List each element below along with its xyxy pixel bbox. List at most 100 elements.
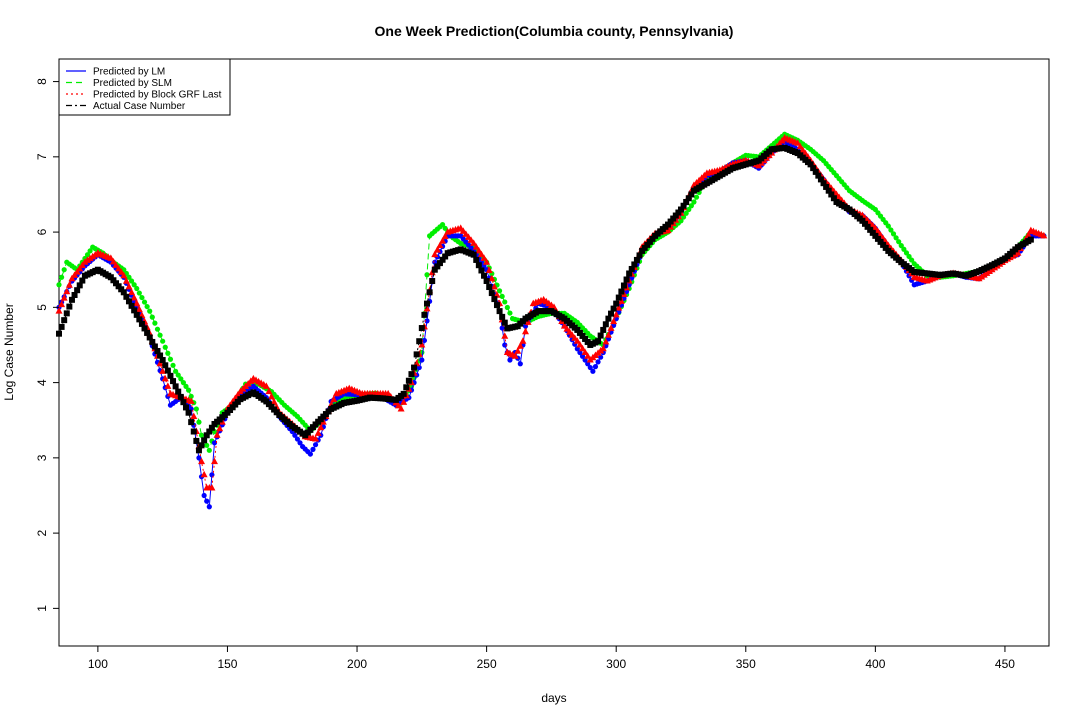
data-point: [133, 311, 140, 318]
data-point: [68, 274, 76, 282]
data-point: [496, 288, 503, 294]
data-point: [206, 447, 212, 453]
data-point: [573, 337, 581, 344]
data-point: [519, 337, 527, 344]
data-point: [110, 277, 117, 284]
data-point: [167, 372, 174, 379]
data-point: [144, 329, 151, 336]
data-point: [128, 302, 135, 309]
data-point: [615, 304, 623, 311]
data-point: [265, 387, 273, 395]
data-point: [418, 340, 426, 348]
data-point: [185, 409, 192, 416]
data-point: [893, 235, 899, 241]
data-point: [903, 250, 910, 256]
data-point: [639, 247, 646, 254]
data-point: [421, 337, 428, 344]
data-point: [216, 424, 224, 432]
y-axis: 1 2 3 4 5 6 7 8: [35, 78, 59, 612]
data-point: [801, 149, 809, 157]
data-point: [882, 244, 889, 251]
data-point: [670, 215, 677, 222]
data-point: [617, 297, 625, 304]
data-point: [115, 264, 123, 272]
data-point: [646, 238, 653, 245]
data-point: [485, 266, 493, 273]
data-point: [405, 377, 412, 384]
data-point: [141, 325, 148, 332]
legend-label: Actual Case Number: [93, 101, 186, 112]
data-point: [433, 246, 441, 253]
data-point: [597, 332, 604, 339]
data-point: [126, 274, 132, 280]
data-point: [481, 272, 488, 279]
data-point: [431, 266, 438, 273]
data-point: [138, 320, 145, 327]
series-actual-case-number: [56, 144, 1034, 454]
data-point: [201, 437, 208, 444]
data-point: [175, 388, 182, 395]
data-point: [626, 270, 633, 277]
data-point: [691, 199, 697, 205]
data-point: [799, 146, 807, 153]
x-tick-label: 150: [217, 657, 237, 671]
data-point: [582, 335, 589, 342]
data-point: [442, 225, 448, 231]
data-point: [117, 268, 125, 275]
data-point: [499, 293, 505, 299]
data-point: [172, 383, 179, 390]
data-point: [581, 348, 589, 355]
data-point: [579, 344, 587, 352]
y-tick-label: 2: [35, 529, 49, 536]
data-point: [60, 294, 68, 301]
data-point: [815, 172, 822, 179]
data-point: [198, 457, 206, 465]
data-point: [602, 337, 610, 345]
data-point: [297, 440, 303, 446]
data-point: [131, 282, 137, 288]
data-point: [180, 380, 186, 386]
data-point: [131, 307, 138, 314]
data-point: [486, 284, 493, 291]
y-tick-label: 3: [35, 454, 49, 461]
data-point: [125, 298, 132, 305]
data-point: [58, 300, 66, 308]
data-point: [576, 329, 583, 336]
data-point: [112, 261, 120, 268]
data-point: [592, 364, 599, 370]
data-point: [164, 367, 171, 374]
data-point: [206, 428, 213, 435]
data-point: [146, 334, 153, 341]
data-point: [149, 338, 156, 345]
data-point: [154, 347, 161, 354]
data-point: [480, 254, 488, 261]
y-tick-label: 4: [35, 379, 49, 386]
data-point: [400, 390, 407, 397]
data-point: [419, 357, 425, 363]
data-point: [147, 308, 153, 314]
y-axis-label: Log Case Number: [2, 303, 16, 400]
data-point: [65, 281, 73, 288]
data-point: [167, 356, 174, 362]
data-point: [641, 244, 648, 251]
data-point: [584, 338, 591, 345]
x-tick-label: 300: [606, 657, 626, 671]
data-point: [164, 382, 172, 389]
data-point: [807, 161, 814, 168]
data-point: [631, 261, 638, 268]
data-point: [160, 338, 166, 344]
data-point: [504, 304, 510, 311]
data-point: [180, 399, 187, 406]
legend-label: Predicted by LM: [93, 67, 165, 78]
data-point: [864, 223, 871, 230]
data-point: [599, 344, 607, 352]
data-point: [426, 289, 433, 296]
data-point: [107, 254, 115, 261]
data-point: [154, 326, 161, 332]
data-point: [156, 359, 164, 367]
data-point: [898, 243, 904, 249]
data-point: [490, 283, 498, 290]
data-point: [196, 455, 202, 461]
